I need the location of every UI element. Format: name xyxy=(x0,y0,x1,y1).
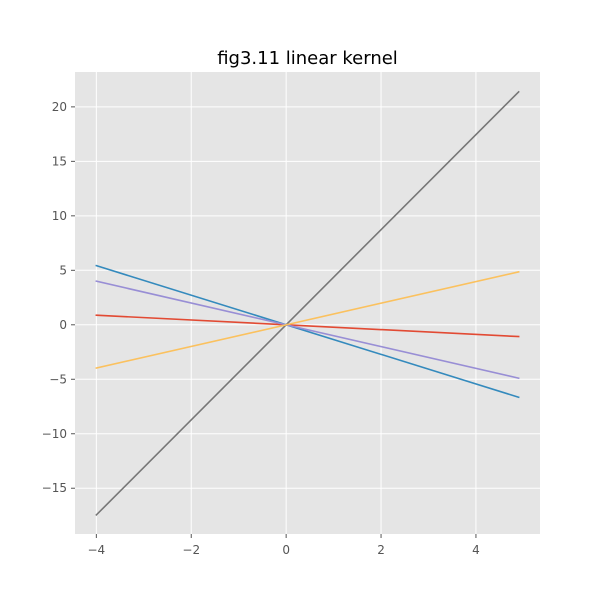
axis-ticks: −4 −2 0 2 4 −15 −10 −5 0 5 10 15 20 xyxy=(42,100,480,557)
series-line-4 xyxy=(95,90,520,517)
series-line-1 xyxy=(95,314,520,338)
x-tick-label: 4 xyxy=(472,543,480,557)
y-tick-label: −15 xyxy=(42,481,67,495)
y-tick-label: −10 xyxy=(42,427,67,441)
chart-title: fig3.11 linear kernel xyxy=(217,48,398,69)
x-tick-label: 2 xyxy=(377,543,385,557)
y-tick-label: −5 xyxy=(49,372,67,386)
x-tick-label: −4 xyxy=(88,543,106,557)
y-tick-label: 20 xyxy=(52,100,67,114)
series-line-5 xyxy=(95,270,520,370)
x-tick-label: −2 xyxy=(182,543,200,557)
y-tick-label: 0 xyxy=(59,318,67,332)
x-tick-label: 0 xyxy=(282,543,290,557)
y-tick-label: 15 xyxy=(52,154,67,168)
series-lines xyxy=(95,90,520,517)
series-line-2 xyxy=(95,264,520,399)
series-line-3 xyxy=(95,280,520,380)
y-tick-label: 5 xyxy=(59,263,67,277)
y-tick-label: 10 xyxy=(52,209,67,223)
